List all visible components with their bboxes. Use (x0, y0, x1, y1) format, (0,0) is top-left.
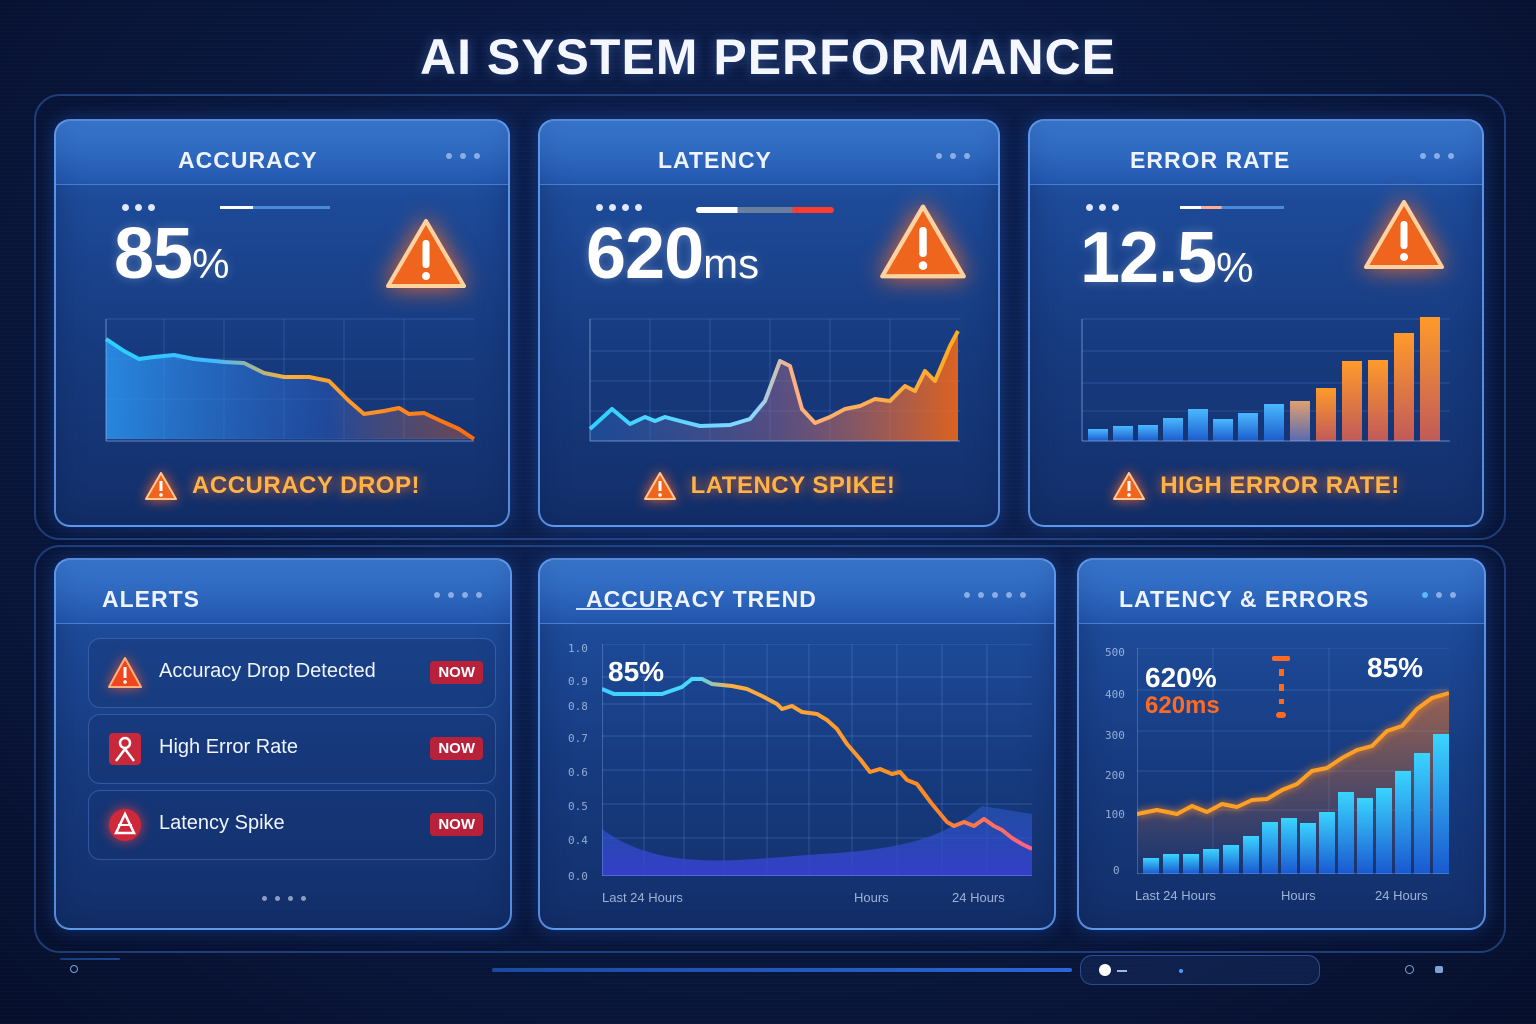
x-axis-label: Last 24 Hours (1135, 888, 1216, 903)
status-icon (1405, 965, 1414, 974)
alert-item[interactable]: High Error Rate NOW (88, 714, 496, 784)
error-person-icon (109, 733, 141, 765)
x-axis-label: Hours (854, 890, 889, 905)
y-axis-tick: 400 (1105, 688, 1125, 701)
panel-header (1079, 560, 1484, 624)
alerts-panel: ALERTS Accuracy Drop Detected NOW High E… (54, 558, 512, 930)
accuracy-trend-line-chart (602, 644, 1032, 876)
alert-label: Accuracy Drop Detected (159, 660, 376, 682)
y-axis-tick: 0.9 (568, 675, 588, 688)
x-axis-label: Hours (1281, 888, 1316, 903)
latency-alert-banner: LATENCY SPIKE! (540, 471, 998, 501)
x-axis-label: 24 Hours (952, 890, 1005, 905)
y-axis-tick: 100 (1105, 808, 1125, 821)
y-axis-tick: 300 (1105, 729, 1125, 742)
status-dots (122, 204, 155, 211)
panel-title: ALERTS (102, 586, 200, 612)
accuracy-overlay-percent: 85% (1367, 652, 1424, 683)
pagination-dots[interactable] (262, 896, 306, 901)
panel-header (1030, 121, 1482, 185)
panel-menu-dots[interactable] (446, 153, 480, 159)
accuracy-area-chart (94, 311, 480, 451)
now-badge: NOW (430, 737, 483, 760)
status-pill[interactable] (1080, 955, 1320, 985)
warning-triangle-icon (1113, 472, 1146, 500)
accuracy-panel[interactable]: ACCURACY 85% ACCURACY DROP! (54, 119, 510, 527)
kpi-progress-bar (220, 206, 330, 209)
warning-triangle-icon (880, 204, 966, 279)
panel-title: ACCURACY (178, 147, 318, 173)
alert-item[interactable]: Latency Spike NOW (88, 790, 496, 860)
panel-title: ACCURACY TREND (586, 586, 817, 612)
panel-menu-dots[interactable] (964, 592, 1026, 598)
status-progress-line (60, 958, 120, 960)
legend-markers (1272, 656, 1290, 722)
accuracy-alert-banner: ACCURACY DROP! (56, 471, 508, 501)
y-axis-tick: 0.5 (568, 800, 588, 813)
panel-menu-dots[interactable] (1422, 592, 1456, 598)
now-badge: NOW (430, 661, 483, 684)
latency-errors-panel: LATENCY & ERRORS 500 400 300 200 100 0 (1077, 558, 1486, 930)
latency-errors-combo-chart (1137, 648, 1449, 874)
panel-menu-dots[interactable] (936, 153, 970, 159)
now-badge: NOW (430, 813, 483, 836)
alert-label: High Error Rate (159, 736, 298, 758)
status-dots (596, 204, 642, 211)
page-title: AI SYSTEM PERFORMANCE (419, 29, 1117, 85)
y-axis-tick: 0.8 (568, 700, 588, 713)
error-rate-panel[interactable]: ERROR RATE 12.5% (1028, 119, 1484, 527)
alert-label: Latency Spike (159, 812, 285, 834)
panel-title: LATENCY & ERRORS (1119, 586, 1370, 612)
bottom-row-frame (34, 545, 1506, 953)
latency-panel[interactable]: LATENCY 620ms LATENCY SPIKE! (538, 119, 1000, 527)
latency-alert-icon (109, 809, 141, 841)
y-axis-tick: 500 (1105, 646, 1125, 659)
warning-triangle-icon (145, 472, 178, 500)
alert-text: ACCURACY DROP! (192, 472, 420, 499)
warning-triangle-icon (108, 657, 142, 688)
kpi-value: 85% (114, 214, 230, 294)
latency-area-chart (580, 311, 966, 451)
latency-overlay-percent: 620% (1145, 662, 1217, 693)
panel-title: LATENCY (658, 147, 772, 173)
status-progress-line (492, 968, 1072, 972)
status-indicator-icon (1099, 964, 1111, 976)
current-accuracy-label: 85% (608, 656, 665, 687)
status-dots (1086, 204, 1119, 211)
y-axis-tick: 0.7 (568, 732, 588, 745)
panel-header (56, 121, 508, 185)
alert-text: HIGH ERROR RATE! (1160, 472, 1400, 499)
warning-triangle-icon (643, 472, 676, 500)
status-bar (60, 955, 1480, 985)
x-axis-label: 24 Hours (1375, 888, 1428, 903)
y-axis-tick: 1.0 (568, 642, 588, 655)
kpi-value: 12.5% (1080, 218, 1254, 298)
y-axis-tick: 0.4 (568, 834, 588, 847)
kpi-value: 620ms (586, 214, 760, 294)
warning-triangle-icon (1364, 200, 1444, 269)
y-axis-tick: 0 (1113, 864, 1120, 877)
top-row-frame (34, 94, 1506, 540)
latency-overlay-ms: 620ms (1145, 692, 1220, 719)
accuracy-trend-panel: ACCURACY TREND 1.0 0.9 0.8 0.7 0.6 0.5 0… (538, 558, 1056, 930)
y-axis-tick: 0.6 (568, 766, 588, 779)
panel-menu-dots[interactable] (434, 592, 482, 598)
panel-menu-dots[interactable] (1420, 153, 1454, 159)
kpi-progress-bar (696, 207, 834, 213)
title-underline (576, 608, 672, 610)
error-rate-alert-banner: HIGH ERROR RATE! (1030, 471, 1482, 501)
x-axis-label: Last 24 Hours (602, 890, 683, 905)
kpi-progress-bar (1180, 206, 1284, 209)
status-icon (1435, 966, 1443, 973)
panel-title: ERROR RATE (1130, 147, 1291, 173)
warning-triangle-icon (386, 219, 466, 288)
y-axis-tick: 0.0 (568, 870, 588, 883)
error-rate-bar-chart (1070, 311, 1456, 451)
panel-header (540, 121, 998, 185)
alert-text: LATENCY SPIKE! (690, 472, 896, 499)
status-icon (70, 965, 78, 973)
alert-item[interactable]: Accuracy Drop Detected NOW (88, 638, 496, 708)
y-axis-tick: 200 (1105, 769, 1125, 782)
